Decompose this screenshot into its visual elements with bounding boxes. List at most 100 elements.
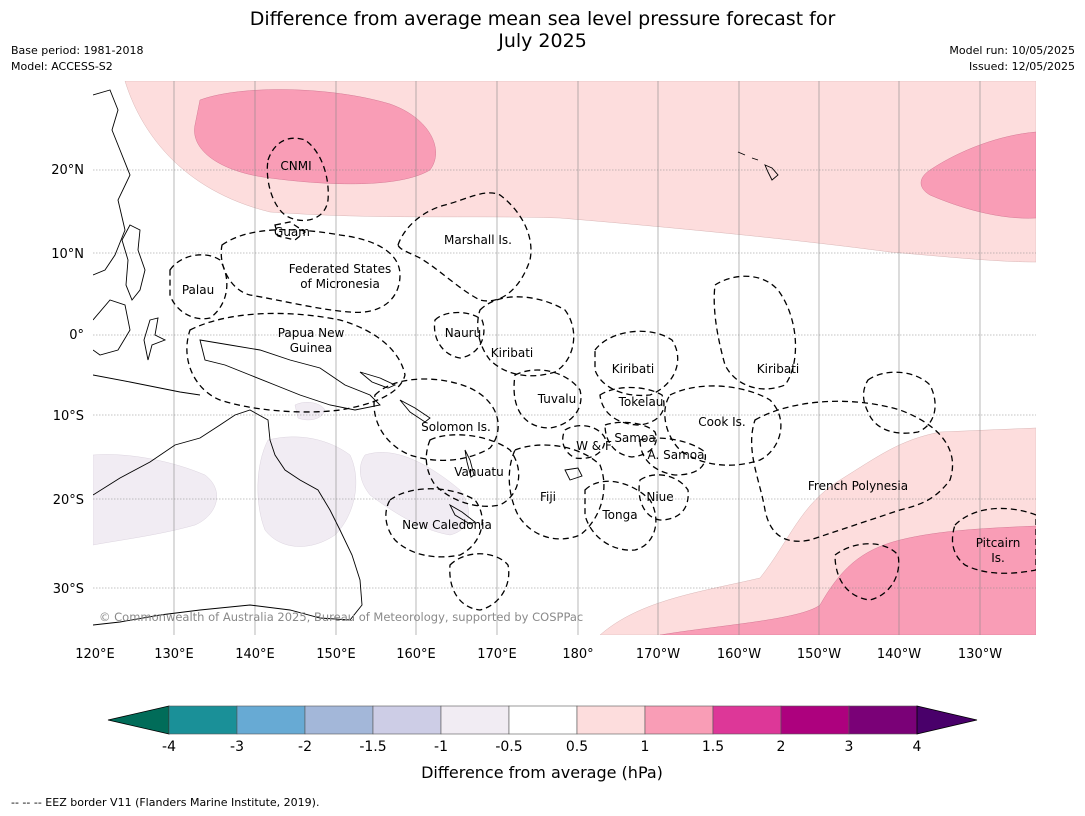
eez-fp-south bbox=[834, 543, 900, 601]
label-samoa: Samoa bbox=[614, 431, 655, 445]
coast-australia bbox=[93, 409, 363, 626]
label-cook: Cook Is. bbox=[698, 415, 745, 429]
lat-20n: 20°N bbox=[51, 163, 84, 178]
eez-pitcairn bbox=[951, 507, 1036, 574]
colorbar-bin bbox=[304, 705, 374, 735]
title-line-1: Difference from average mean sea level p… bbox=[249, 8, 836, 30]
eez-marshall bbox=[397, 192, 532, 302]
lon-170w: 170°W bbox=[636, 647, 680, 662]
eez-png bbox=[186, 312, 406, 413]
colorbar-tick-label: 2 bbox=[777, 739, 786, 755]
colorbar-bin bbox=[712, 705, 782, 735]
eez-nauru bbox=[433, 311, 485, 359]
lon-140w: 140°W bbox=[877, 647, 921, 662]
base-period: Base period: 1981-2018 bbox=[11, 44, 144, 57]
coastlines bbox=[93, 89, 779, 626]
coast-vanuatu bbox=[464, 449, 475, 478]
anomaly-australia-west bbox=[93, 454, 217, 546]
colorbar-bin bbox=[848, 705, 918, 735]
label-fsm-1: Federated States bbox=[289, 262, 391, 276]
label-palau: Palau bbox=[182, 283, 214, 297]
label-american-samoa: A. Samoa bbox=[648, 448, 705, 462]
map-title: Difference from average mean sea level p… bbox=[0, 8, 1085, 52]
base-period-info: Base period: 1981-2018 Model: ACCESS-S2 bbox=[11, 43, 143, 75]
lon-130w: 130°W bbox=[958, 647, 1002, 662]
eez-fp-north bbox=[862, 371, 936, 434]
anomaly-tasman bbox=[360, 452, 469, 536]
coast-philippines bbox=[121, 224, 146, 301]
colorbar-tick-label: 1 bbox=[641, 739, 650, 755]
lon-130e: 130°E bbox=[154, 647, 194, 662]
eez-palau bbox=[169, 254, 228, 320]
issued-date: Issued: 12/05/2025 bbox=[968, 60, 1075, 73]
colorbar-bin bbox=[576, 705, 646, 735]
label-tokelau: Tokelau bbox=[618, 395, 664, 409]
lon-150e: 150°E bbox=[316, 647, 356, 662]
coast-new-guinea bbox=[199, 339, 381, 411]
lon-140e: 140°E bbox=[235, 647, 275, 662]
coast-asia bbox=[93, 89, 131, 276]
lon-150w: 150°W bbox=[797, 647, 841, 662]
label-french-polynesia: French Polynesia bbox=[808, 479, 908, 493]
lat-10n: 10°N bbox=[51, 247, 84, 262]
anomaly-coral-sea bbox=[257, 436, 357, 547]
eez-borders bbox=[169, 137, 1036, 611]
label-png-1: Papua New bbox=[278, 326, 345, 340]
label-fsm-2: of Micronesia bbox=[300, 277, 380, 291]
colorbar-tick-label: 3 bbox=[845, 739, 854, 755]
coast-new-caledonia bbox=[448, 503, 476, 525]
anomaly-east-medium bbox=[920, 131, 1036, 219]
eez-norfolk bbox=[449, 553, 510, 611]
eez-tonga bbox=[584, 480, 657, 551]
lon-170e: 170°E bbox=[477, 647, 517, 662]
colorbar-tick-label: 4 bbox=[913, 739, 922, 755]
lon-180: 180° bbox=[562, 647, 593, 662]
lat-0: 0° bbox=[69, 328, 84, 343]
label-vanuatu: Vanuatu bbox=[454, 465, 504, 479]
label-pitcairn-1: Pitcairn bbox=[976, 536, 1021, 550]
eez-fsm bbox=[220, 229, 401, 313]
eez-footnote: -- -- -- EEZ border V11 (Flanders Marine… bbox=[11, 796, 320, 809]
colorbar-bin bbox=[508, 705, 578, 735]
lon-160e: 160°E bbox=[396, 647, 436, 662]
label-solomon: Solomon Is. bbox=[421, 420, 491, 434]
label-tuvalu: Tuvalu bbox=[537, 392, 577, 406]
eez-samoa bbox=[604, 421, 657, 458]
lat-10s: 10°S bbox=[53, 409, 84, 424]
coast-indonesia bbox=[93, 374, 201, 396]
graticule bbox=[93, 81, 1036, 635]
model-name: Model: ACCESS-S2 bbox=[11, 60, 113, 73]
colorbar-tick-label: -0.5 bbox=[495, 739, 522, 755]
eez-new-caledonia bbox=[385, 488, 483, 558]
colorbar-bin bbox=[372, 705, 442, 735]
eez-kiribati-east bbox=[713, 275, 797, 390]
colorbar-bin bbox=[440, 705, 510, 735]
colorbar-tick-label: -4 bbox=[162, 739, 176, 755]
colorbar-bin bbox=[168, 705, 238, 735]
colorbar: -4 -3 -2 -1.5 -1 -0.5 0.5 1 1.5 2 3 4 Difference fr… bbox=[107, 705, 978, 782]
label-kiribati-east: Kiribati bbox=[757, 362, 799, 376]
label-tonga: Tonga bbox=[601, 508, 637, 522]
colorbar-bins bbox=[168, 705, 918, 735]
eez-guam bbox=[274, 221, 307, 241]
map-plot-area: CNMI Guam Marshall Is. Federated States … bbox=[93, 81, 1036, 635]
coast-hawaii bbox=[737, 151, 779, 181]
colorbar-under-arrow bbox=[107, 705, 170, 735]
colorbar-tick-label: 1.5 bbox=[702, 739, 724, 755]
eez-american-samoa bbox=[639, 437, 707, 476]
colorbar-tick-label: 0.5 bbox=[566, 739, 588, 755]
latitude-labels: 20°N 10°N 0° 10°S 20°S 30°S bbox=[51, 163, 84, 597]
colorbar-tick-label: -2 bbox=[298, 739, 312, 755]
lat-20s: 20°S bbox=[53, 493, 84, 508]
eez-cnmi bbox=[266, 137, 329, 222]
colorbar-label: Difference from average (hPa) bbox=[421, 763, 663, 782]
colorbar-bin bbox=[236, 705, 306, 735]
lon-160w: 160°W bbox=[717, 647, 761, 662]
lat-30s: 30°S bbox=[53, 582, 84, 597]
eez-wallis-futuna bbox=[562, 424, 606, 460]
eez-tuvalu bbox=[513, 369, 582, 429]
label-wallis-futuna: W & F bbox=[576, 439, 612, 453]
anomaly-png bbox=[294, 402, 326, 421]
copyright-notice: © Commonwealth of Australia 2025, Bureau… bbox=[99, 610, 583, 624]
